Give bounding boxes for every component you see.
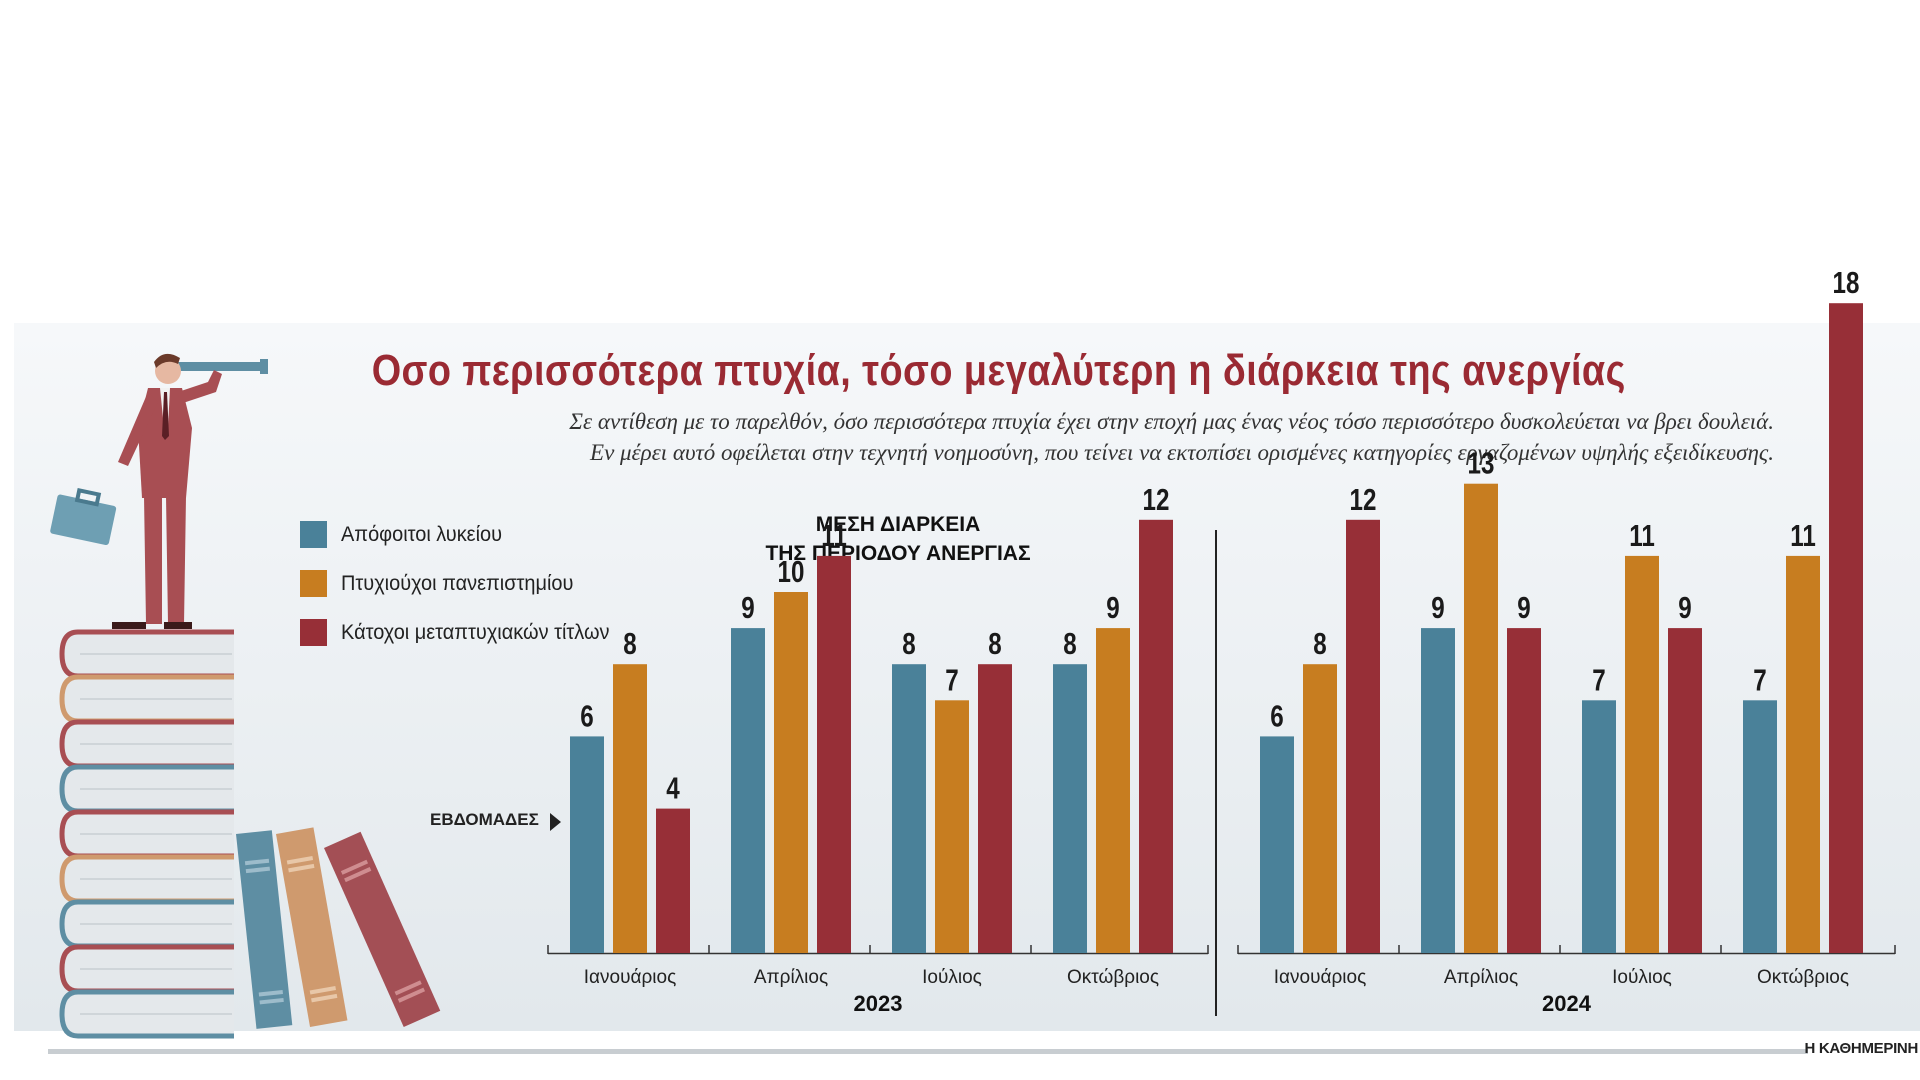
bar-2024-2-2 <box>1668 628 1702 953</box>
bar-2024-0-1 <box>1303 664 1337 953</box>
subtitle-line-2: Εν μέρει αυτό οφείλεται στην τεχνητή νοη… <box>590 440 1774 465</box>
category-label: Απρίλιος <box>1444 967 1518 988</box>
legend-item-series3: Κάτοχοι μεταπτυχιακών τίτλων <box>300 608 624 657</box>
bar-2023-3-1 <box>1096 628 1130 953</box>
bar-value-label: 8 <box>1063 626 1076 661</box>
legend-swatch-series2 <box>300 570 327 597</box>
bar-value-label: 11 <box>1790 518 1816 553</box>
bar-value-label: 11 <box>821 518 847 553</box>
bar-2024-1-0 <box>1421 628 1455 953</box>
bar-2023-1-2 <box>817 555 851 953</box>
bar-2024-3-1 <box>1786 555 1820 953</box>
bar-2024-3-0 <box>1743 700 1777 953</box>
legend-swatch-series3 <box>300 619 327 646</box>
subtitle: Σε αντίθεση με το παρελθόν, όσο περισσότ… <box>569 406 1774 468</box>
bar-value-label: 11 <box>1629 518 1655 553</box>
businessman-telescope-icon <box>50 353 268 629</box>
bar-value-label: 12 <box>1143 482 1170 517</box>
legend-item-series2: Πτυχιούχοι πανεπιστημίου <box>300 559 624 608</box>
bar-value-label: 8 <box>1313 626 1326 661</box>
bar-2023-0-1 <box>613 664 647 953</box>
bar-value-label: 8 <box>623 626 636 661</box>
bar-2024-2-1 <box>1625 555 1659 953</box>
bar-2023-2-2 <box>978 664 1012 953</box>
category-label: Οκτώβριος <box>1757 967 1849 988</box>
year-label-2024: 2024 <box>1542 991 1592 1016</box>
bar-value-label: 9 <box>1106 590 1119 625</box>
bar-value-label: 10 <box>778 554 805 589</box>
bar-2023-1-0 <box>731 628 765 953</box>
bar-value-label: 7 <box>1753 662 1766 697</box>
category-label: Ιούλιος <box>922 967 982 988</box>
bar-value-label: 18 <box>1833 265 1860 300</box>
category-label: Οκτώβριος <box>1067 967 1159 988</box>
category-label: Ιανουάριος <box>584 967 676 988</box>
bar-2023-2-0 <box>892 664 926 953</box>
bar-value-label: 9 <box>1517 590 1530 625</box>
bar-2023-0-2 <box>656 808 690 953</box>
bar-2024-0-2 <box>1346 519 1380 953</box>
bar-value-label: 9 <box>1431 590 1444 625</box>
legend-label-series1: Απόφοιτοι λυκείου <box>341 522 503 546</box>
bar-value-label: 4 <box>666 771 680 806</box>
bar-2023-2-1 <box>935 700 969 953</box>
unit-arrow-icon <box>550 813 561 831</box>
bar-value-label: 13 <box>1468 446 1495 481</box>
page-title: Οσο περισσότερα πτυχία, τόσο μεγαλύτερη … <box>371 346 1626 395</box>
category-label: Ιούλιος <box>1612 967 1672 988</box>
bar-2024-1-1 <box>1464 483 1498 953</box>
source-label: Η ΚΑΘΗΜΕΡΙΝΗ <box>1804 1040 1919 1057</box>
bar-value-label: 7 <box>945 662 958 697</box>
bar-2024-0-0 <box>1260 736 1294 953</box>
leaning-books-icon <box>235 827 441 1029</box>
chart-title-line-1: ΜΕΣΗ ΔΙΑΡΚΕΙΑ <box>815 513 981 536</box>
legend-label-series2: Πτυχιούχοι πανεπιστημίου <box>341 571 574 595</box>
category-label: Ιανουάριος <box>1274 967 1366 988</box>
bar-value-label: 8 <box>902 626 915 661</box>
bar-2024-3-2 <box>1829 303 1863 953</box>
legend: Απόφοιτοι λυκείου Πτυχιούχοι πανεπιστημί… <box>300 510 624 657</box>
book-stack-icon <box>59 629 234 1039</box>
legend-item-series1: Απόφοιτοι λυκείου <box>300 510 624 559</box>
legend-label-series3: Κάτοχοι μεταπτυχιακών τίτλων <box>341 620 610 644</box>
footer-divider <box>48 1049 1808 1054</box>
bar-2023-3-2 <box>1139 519 1173 953</box>
bar-value-label: 8 <box>988 626 1001 661</box>
bar-value-label: 6 <box>580 699 593 734</box>
bar-value-label: 9 <box>1678 590 1691 625</box>
legend-swatch-series1 <box>300 521 327 548</box>
bar-2023-3-0 <box>1053 664 1087 953</box>
unit-label: ΕΒΔΟΜΑΔΕΣ <box>430 810 539 829</box>
bar-value-label: 9 <box>741 590 754 625</box>
year-label-2023: 2023 <box>854 991 903 1016</box>
bar-value-label: 7 <box>1592 662 1605 697</box>
bar-2023-1-1 <box>774 592 808 953</box>
bar-2024-1-2 <box>1507 628 1541 953</box>
bar-value-label: 12 <box>1350 482 1377 517</box>
bar-2024-2-0 <box>1582 700 1616 953</box>
category-label: Απρίλιος <box>754 967 828 988</box>
subtitle-line-1: Σε αντίθεση με το παρελθόν, όσο περισσότ… <box>569 409 1774 434</box>
bar-value-label: 6 <box>1270 699 1283 734</box>
bar-2023-0-0 <box>570 736 604 953</box>
